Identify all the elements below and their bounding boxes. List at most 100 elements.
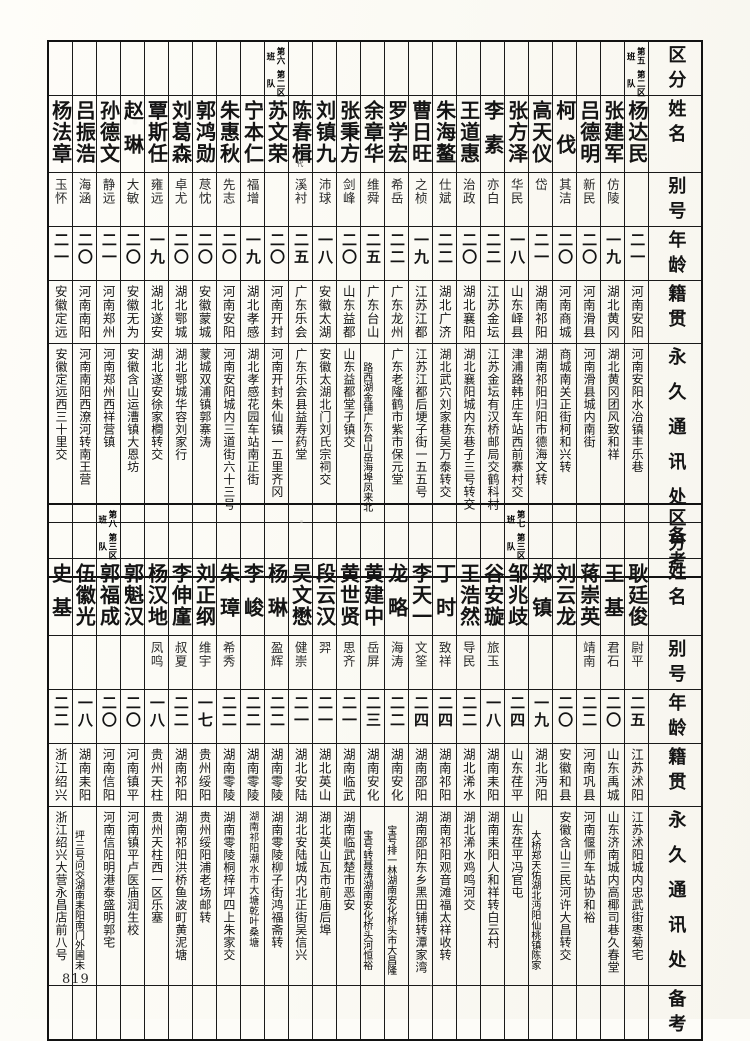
cell-unit (167, 503, 193, 559)
cell-age: 二五 (623, 689, 650, 744)
cell-origin: 湖北安陆 (287, 743, 313, 807)
cell-origin: 湖北遂安 (143, 280, 169, 344)
cell-alias: 剑峰 (335, 172, 361, 227)
cell-name: 高天仪 (527, 95, 553, 173)
cell-address: 河南滑县城内南街 (575, 343, 601, 523)
cell-address: 湖南零陵桐梓坪四上朱家交 (215, 806, 241, 986)
cell-origin: 河南镇平 (119, 743, 145, 807)
cell-address: 湖北安陆城内北正街吴信兴 (287, 806, 313, 986)
column-header-origin: 籍贯 (648, 743, 703, 807)
cell-address: 湖南祁阳洪桥鱼波町黄泥塘 (167, 806, 193, 986)
cell-unit (551, 503, 577, 559)
cell-alias (119, 635, 145, 690)
cell-name: 史基 (47, 558, 73, 636)
cell-unit (287, 503, 313, 559)
cell-address: 湖南祁阳潮水市大塘乾叶桑塘 (239, 806, 265, 986)
cell-unit (551, 40, 577, 96)
cell-alias (47, 635, 73, 690)
cell-age: 一九 (407, 226, 433, 281)
cell-unit (119, 503, 145, 559)
roster-table-bottom: 第三区队 第八班 第三区队 第七班 区分 史基 伍徽光 郭福成 郭魁汉 杨汉地 李伸廑 刘正纲 朱璋 李峻… (47, 503, 703, 1041)
column-header-age: 年龄 (648, 226, 703, 281)
cell-unit (311, 40, 337, 96)
cell-address: 蒙城双浦镇郭寨涛 (191, 343, 217, 523)
roster-table-top: 第二区队 第六班 第二区队 第五班 区分 杨法章 吕振浩 孙德文 赵琳 覃斯任 刘葛森 郭鸿勋 朱惠秋宁… (47, 40, 703, 578)
cell-unit (119, 40, 145, 96)
cell-address: 湖南祁阳观音滩福太祥收转 (431, 806, 457, 986)
roster-row-origin: 安徽定远 河南南阳 河南郑州 安徽无为 湖北遂安 湖北鄂城 安徽蒙城 河南安阳 湖北孝感 河南开封… (47, 280, 703, 344)
cell-age: 一八 (503, 226, 529, 281)
column-header-alias: 别号 (648, 635, 703, 690)
cell-age: 二二 (263, 689, 289, 744)
cell-address: 山东济南城内高椰司巷久春堂 (599, 806, 625, 986)
scan-speck (640, 60, 642, 62)
cell-address: 湖南零陵柳子街鸿福斋转 (263, 806, 289, 986)
cell-address: 湖北黄冈团风致和祥 (599, 343, 625, 523)
cell-address: 湖北襄阳城内东巷子三号转交 (455, 343, 481, 523)
cell-name: 王基 (599, 558, 625, 636)
cell-age: 二二 (47, 689, 73, 744)
cell-origin: 安徽太湖 (311, 280, 337, 344)
cell-unit (71, 40, 97, 96)
cell-alias: 新民 (575, 172, 601, 227)
cell-age: 二一 (335, 689, 361, 744)
cell-address: 湖北英山瓦市前庙后埠 (311, 806, 337, 986)
cell-alias (527, 635, 553, 690)
cell-unit (191, 503, 217, 559)
cell-alias: 盈辉 (263, 635, 289, 690)
cell-age: 二一 (287, 689, 313, 744)
cell-name: 龙略 (383, 558, 409, 636)
cell-name: 王道惠 (455, 95, 481, 173)
cell-alias: 旅玉 (479, 635, 505, 690)
cell-alias: 之桢 (407, 172, 433, 227)
cell-alias: 叔夏 (167, 635, 193, 690)
cell-origin: 湖南祁阳 (431, 743, 457, 807)
cell-alias: 大敏 (119, 172, 145, 227)
cell-name: 李峻 (239, 558, 265, 636)
cell-name: 耿廷俊 (623, 558, 650, 636)
cell-address: 江苏金坛有汉桥邮局交鹤科村 (479, 343, 505, 523)
cell-unit (527, 40, 553, 96)
cell-unit (95, 40, 121, 96)
cell-address: 山东荏平冯官屯 (503, 806, 529, 986)
cell-note (623, 985, 650, 1041)
cell-unit: 第三区队 第七班 (503, 503, 529, 560)
cell-address: 河南偃师车站协和裕 (575, 806, 601, 986)
cell-address: 湖北遂安徐家橺转交 (143, 343, 169, 523)
roster-row-unit: 第二区队 第六班 第二区队 第五班 区分 (47, 40, 703, 97)
cell-unit (143, 40, 169, 96)
cell-address: 江苏沭阳城内忠武街枣菊宅 (623, 806, 650, 986)
cell-address: 商城南关正街柯和兴转 (551, 343, 577, 523)
cell-alias: 卓尤 (167, 172, 193, 227)
roster-row-age: 二二 一八 二〇 二〇 一八 二二 一七 二二 二二 二二 二一 二一 二一 二三 二二 二四 二四 二二 一八 二四… (47, 689, 703, 744)
cell-age: 二二 (215, 689, 241, 744)
cell-unit (71, 503, 97, 559)
cell-unit (335, 40, 361, 96)
cell-unit (527, 503, 553, 559)
cell-address: 广东乐会县益寿药堂 (287, 343, 313, 523)
cell-origin: 山东益都 (335, 280, 361, 344)
cell-age: 二〇 (335, 226, 361, 281)
cell-name: 杨法章 (47, 95, 73, 173)
cell-age: 一九 (239, 226, 265, 281)
column-header-note: 备考 (648, 985, 703, 1041)
cell-alias: 仕斌 (431, 172, 457, 227)
cell-unit (263, 503, 289, 559)
cell-name: 吕德明 (575, 95, 601, 173)
cell-age: 一八 (311, 226, 337, 281)
cell-age: 二一 (623, 226, 650, 281)
cell-note (455, 985, 481, 1041)
cell-origin: 广东龙州 (383, 280, 409, 344)
cell-address: 安徽含山三民河许大昌转交 (551, 806, 577, 986)
cell-name: 谷安璇 (479, 558, 505, 636)
cell-alias: 其洁 (551, 172, 577, 227)
cell-alias (95, 635, 121, 690)
cell-alias (551, 635, 577, 690)
cell-address: 湖南安化桥头市大昌隆 宝号排一林 (383, 806, 409, 986)
cell-age: 一八 (143, 689, 169, 744)
cell-alias: 溪衬 (287, 172, 313, 227)
cell-note (503, 985, 529, 1041)
cell-age: 二二 (479, 226, 505, 281)
cell-note (239, 985, 265, 1041)
scan-speck (430, 985, 432, 987)
